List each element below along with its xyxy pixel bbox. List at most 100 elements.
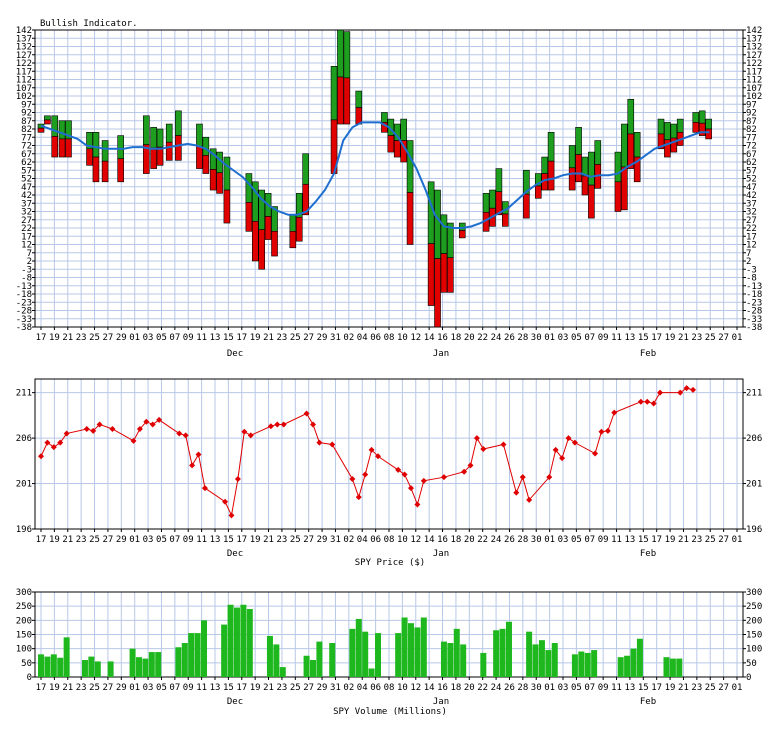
x-tick-label: 20 [464, 535, 475, 545]
indicator-bar-bear [209, 169, 217, 191]
y-tick-label-right: 196 [746, 525, 762, 535]
volume-bar [273, 644, 280, 677]
y-tick-label-left: 250 [16, 602, 32, 612]
x-tick-label: 06 [370, 683, 381, 693]
price-point [228, 512, 235, 519]
y-tick-label-left: 50 [21, 659, 32, 669]
y-tick-label-left: 7 [27, 249, 32, 259]
x-tick-label: 07 [169, 535, 180, 545]
y-tick-label-left: 142 [16, 26, 32, 36]
price-point [657, 389, 664, 396]
y-tick-label-right: 92 [746, 109, 757, 119]
indicator-bar-bear [289, 231, 297, 249]
y-tick-label-right: -3 [746, 265, 757, 275]
x-tick-label: 13 [625, 333, 636, 343]
x-tick-label: 25 [290, 333, 301, 343]
volume-bar [460, 644, 467, 677]
price-point [637, 398, 644, 405]
month-label: Jan [433, 549, 449, 559]
y-tick-label-right: 57 [746, 166, 757, 176]
indicator-bar-bear [393, 140, 401, 158]
y-tick-label-right: -28 [746, 307, 762, 317]
x-tick-label: 01 [732, 683, 743, 693]
x-tick-label: 30 [531, 333, 542, 343]
volume-bar [181, 643, 188, 677]
volume-bar [375, 633, 382, 677]
month-label: Jan [433, 697, 449, 707]
price-point [690, 386, 697, 393]
x-tick-label: 25 [705, 333, 716, 343]
indicator-bar-bull [594, 140, 602, 165]
y-tick-label-left: 117 [16, 67, 32, 77]
y-tick-label-left: 300 [16, 588, 32, 598]
x-tick-label: 21 [263, 333, 274, 343]
indicator-bar-bull [92, 132, 100, 158]
volume-bar [480, 652, 487, 677]
indicator-bar-bear [427, 243, 435, 306]
x-tick-label: 05 [571, 333, 582, 343]
y-tick-label-right: 206 [746, 434, 762, 444]
indicator-bar-bull [676, 118, 684, 133]
x-tick-label: 27 [103, 535, 114, 545]
x-tick-label: 19 [250, 683, 261, 693]
indicator-bar-bear [568, 167, 576, 191]
y-tick-label-right: 117 [746, 67, 762, 77]
y-tick-label-left: 27 [21, 216, 32, 226]
x-tick-label: 24 [491, 683, 502, 693]
x-tick-label: 20 [464, 333, 475, 343]
x-tick-label: 19 [665, 535, 676, 545]
price-point [96, 421, 103, 428]
indicator-bar-bear [495, 191, 503, 216]
y-tick-label-left: 150 [16, 631, 32, 641]
y-tick-label-right: 27 [746, 216, 757, 226]
x-tick-label: 17 [236, 333, 247, 343]
indicator-bar-bear [434, 258, 441, 328]
indicator-bar-bear [302, 183, 309, 216]
y-tick-label-right: 200 [746, 616, 762, 626]
x-tick-label: 27 [303, 333, 314, 343]
indicator-bar-bull [381, 112, 388, 123]
price-point [604, 427, 611, 434]
y-tick-label-left: 107 [16, 84, 32, 94]
price-point [303, 410, 310, 417]
x-tick-label: 10 [397, 333, 408, 343]
volume-bar [88, 656, 95, 677]
x-tick-label: 19 [49, 683, 60, 693]
y-tick-label-right: 211 [746, 389, 762, 399]
indicator-bar-bear [406, 192, 414, 245]
price-point [565, 435, 572, 442]
price-point [130, 437, 137, 444]
price-point [201, 485, 208, 492]
x-tick-label: 23 [277, 683, 288, 693]
x-tick-label: 29 [317, 333, 328, 343]
y-tick-label-left: 102 [16, 92, 32, 102]
volume-bar [538, 640, 545, 677]
x-tick-label: 13 [210, 333, 221, 343]
volume-bar [148, 652, 155, 677]
y-tick-label-left: 17 [21, 232, 32, 242]
price-point [38, 453, 44, 460]
y-tick-label-left: 201 [16, 480, 32, 490]
volume-bar [316, 641, 323, 677]
x-tick-label: 03 [143, 535, 154, 545]
x-tick-label: 27 [303, 683, 314, 693]
x-tick-label: 01 [732, 333, 743, 343]
x-tick-label: 17 [36, 683, 47, 693]
volume-bar [279, 667, 286, 677]
indicator-bar-bull [343, 31, 351, 79]
price-point [644, 398, 651, 405]
price-point [44, 439, 51, 446]
x-tick-label: 20 [464, 683, 475, 693]
x-tick-label: 31 [330, 683, 341, 693]
volume-bar [188, 633, 195, 677]
x-tick-label: 01 [544, 683, 555, 693]
indicator-bar-bear [271, 231, 278, 257]
y-tick-label-right: 32 [746, 208, 757, 218]
x-tick-label: 15 [223, 333, 234, 343]
indicator-bar-bull [495, 168, 503, 193]
indicator-bar-bear [196, 146, 203, 169]
y-tick-label-left: 57 [21, 166, 32, 176]
y-tick-label-right: 137 [746, 34, 762, 44]
volume-bar [676, 658, 683, 677]
